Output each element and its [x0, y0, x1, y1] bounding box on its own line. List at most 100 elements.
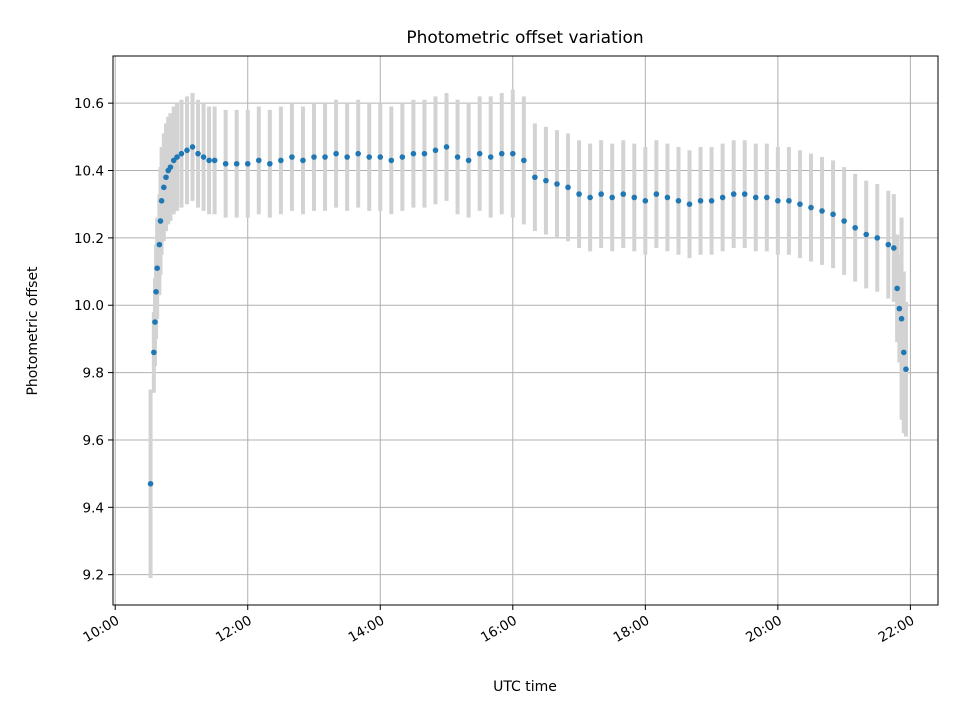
data-point — [377, 154, 384, 160]
data-point — [154, 265, 160, 271]
data-point — [554, 181, 560, 187]
data-point — [708, 198, 715, 204]
data-point — [565, 184, 571, 191]
data-point — [741, 191, 748, 197]
data-point — [233, 160, 240, 167]
y-tick-label: 9.8 — [83, 366, 104, 382]
data-point — [841, 218, 847, 224]
data-point — [244, 160, 251, 167]
data-point — [885, 241, 892, 248]
data-point — [147, 480, 154, 487]
y-axis-label: Photometric offset — [25, 266, 41, 396]
data-point — [642, 198, 649, 204]
data-point — [498, 150, 505, 157]
data-point — [399, 154, 406, 160]
data-point — [206, 157, 212, 164]
data-point — [200, 154, 207, 160]
data-point — [686, 201, 693, 207]
data-point — [355, 150, 361, 157]
data-point — [903, 366, 909, 373]
data-point — [454, 154, 461, 160]
data-point — [184, 147, 190, 154]
data-point — [161, 184, 167, 191]
data-point — [465, 157, 472, 164]
data-point — [874, 235, 881, 241]
data-point — [278, 157, 284, 164]
data-point — [719, 194, 726, 201]
data-point — [344, 154, 350, 160]
data-point — [521, 157, 527, 164]
y-axis-ticks: 9.2 9.4 9.6 9.8 10.0 10.2 10.4 10.6 — [74, 96, 113, 584]
y-tick-label: 10.2 — [74, 231, 104, 247]
data-point — [863, 231, 870, 238]
data-point — [891, 245, 897, 251]
data-point — [178, 150, 185, 157]
data-point — [174, 154, 180, 160]
data-point — [819, 208, 825, 214]
data-point — [653, 191, 660, 197]
data-point — [255, 157, 262, 164]
data-point — [432, 147, 439, 154]
data-point — [852, 224, 858, 231]
data-point — [664, 194, 671, 201]
chart-title: Photometric offset variation — [406, 28, 643, 48]
data-point — [152, 319, 158, 325]
data-point — [322, 154, 328, 160]
data-point — [366, 154, 373, 160]
y-tick-label: 10.6 — [74, 96, 104, 112]
data-point — [410, 150, 417, 157]
data-point — [631, 194, 638, 201]
data-point — [898, 315, 905, 322]
data-point — [300, 157, 306, 164]
y-tick-label: 10.0 — [74, 298, 104, 314]
data-point — [752, 194, 759, 201]
data-point — [333, 150, 339, 157]
data-point — [156, 241, 163, 248]
data-point — [151, 349, 157, 356]
data-point — [189, 144, 196, 150]
data-point — [289, 154, 295, 160]
data-point — [830, 211, 836, 218]
data-point — [808, 204, 814, 211]
data-point — [222, 160, 229, 167]
data-point — [730, 191, 737, 197]
data-point — [587, 194, 593, 201]
y-tick-label: 9.4 — [83, 500, 104, 516]
data-point — [163, 174, 169, 181]
data-point — [509, 150, 516, 157]
data-point — [697, 198, 704, 204]
data-point — [211, 157, 218, 164]
data-point — [609, 194, 615, 201]
data-point — [620, 191, 627, 197]
y-tick-label: 9.6 — [83, 433, 104, 449]
data-point — [421, 150, 428, 157]
data-point — [388, 157, 395, 164]
data-points — [147, 144, 909, 487]
data-point — [153, 288, 159, 295]
y-tick-label: 9.2 — [83, 568, 104, 584]
data-point — [896, 305, 903, 312]
data-point — [797, 201, 803, 207]
data-point — [443, 144, 450, 150]
data-point — [598, 191, 604, 197]
data-point — [532, 174, 538, 181]
y-tick-label: 10.4 — [74, 164, 104, 180]
plot-frame — [112, 55, 939, 606]
data-point — [158, 198, 165, 204]
data-point — [894, 285, 900, 292]
data-point — [775, 198, 781, 204]
data-point — [543, 177, 549, 184]
data-point — [157, 218, 164, 224]
data-point — [476, 150, 483, 157]
data-point — [786, 198, 792, 204]
data-point — [195, 150, 201, 157]
data-point — [167, 164, 174, 170]
data-point — [675, 198, 682, 204]
data-point — [487, 154, 494, 160]
data-point — [267, 160, 273, 167]
data-point — [576, 191, 582, 197]
data-point — [764, 194, 770, 201]
data-point — [311, 154, 317, 160]
data-point — [900, 349, 907, 356]
